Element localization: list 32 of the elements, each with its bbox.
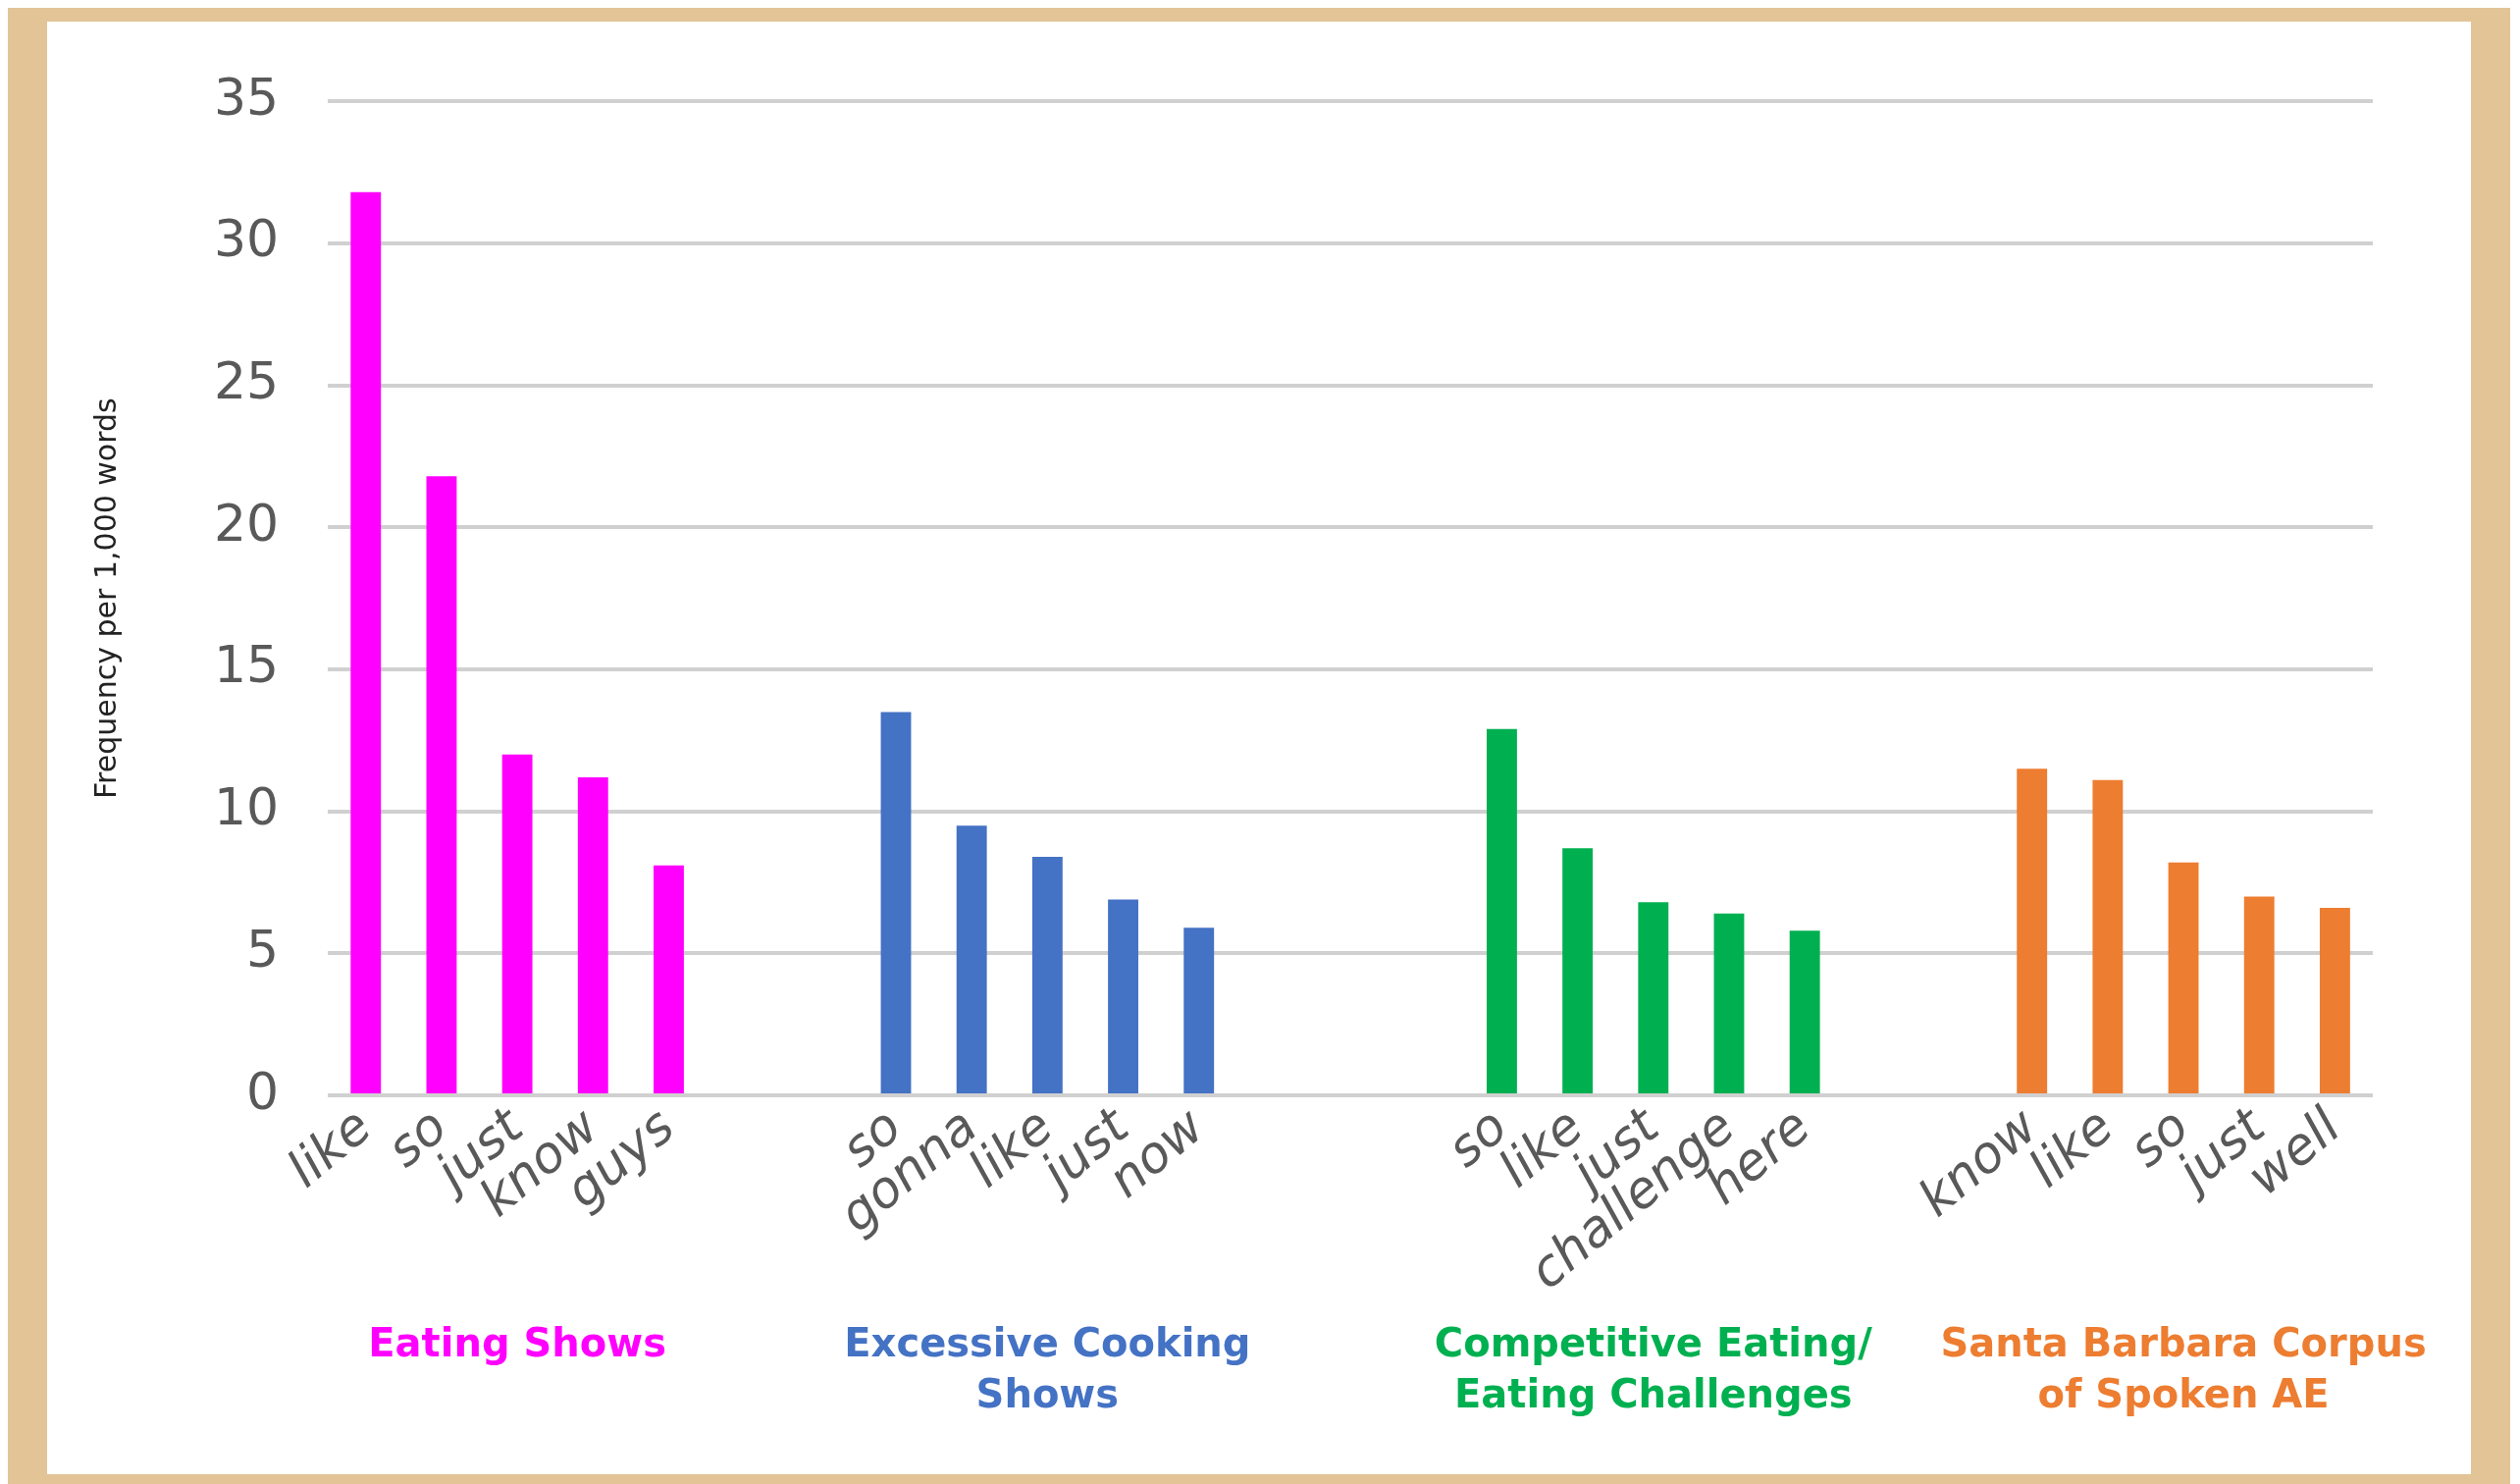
bar	[2017, 768, 2048, 1094]
bar	[2319, 908, 2350, 1094]
text: Excessive Cooking Shows	[844, 1320, 1251, 1417]
bar	[1789, 930, 1820, 1094]
bar	[956, 825, 987, 1094]
bar	[2092, 779, 2124, 1094]
bar	[1031, 856, 1063, 1094]
y-axis-title: Frequency per 1,000 words	[87, 398, 123, 799]
y-tick-label: 15	[214, 635, 280, 695]
bar	[654, 865, 684, 1094]
y-tick-label: 10	[214, 777, 280, 837]
y-tick-label: 35	[214, 67, 280, 127]
bar	[2168, 862, 2199, 1094]
bar	[1562, 848, 1594, 1094]
bar	[1108, 899, 1138, 1094]
bar	[1713, 913, 1745, 1094]
bar	[2243, 896, 2275, 1094]
bar	[577, 776, 608, 1094]
bar	[1183, 928, 1215, 1094]
bar	[350, 191, 382, 1094]
y-tick-label: 20	[214, 493, 280, 553]
bar	[1487, 728, 1517, 1094]
bar	[426, 476, 457, 1094]
text: Competitive Eating/ Eating Challenges	[1434, 1320, 1873, 1417]
y-tick-label: 5	[246, 919, 280, 979]
bar	[1638, 902, 1669, 1094]
y-tick-label: 30	[214, 209, 280, 269]
bar	[880, 712, 912, 1094]
text: Santa Barbara Corpus of Spoken AE	[1940, 1320, 2427, 1417]
y-tick-label: 25	[214, 351, 280, 411]
bar	[501, 754, 533, 1094]
text: Eating Shows	[368, 1320, 666, 1366]
